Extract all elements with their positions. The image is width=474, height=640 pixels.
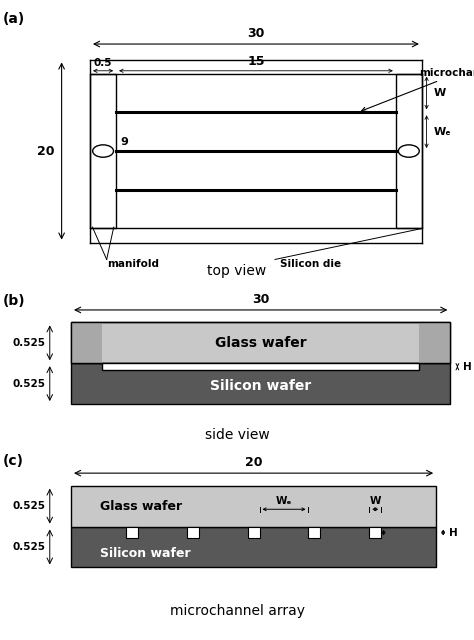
Text: side view: side view [205,428,269,442]
Text: 0.525: 0.525 [12,542,45,552]
Circle shape [398,145,419,157]
Text: W: W [370,496,381,506]
Bar [71,486,436,527]
Text: Glass wafer: Glass wafer [100,500,182,513]
Text: microchannel: microchannel [362,68,474,111]
Bar [71,323,450,364]
Bar [102,364,419,370]
Bar [71,323,102,364]
Bar [126,527,138,538]
Text: 0.525: 0.525 [12,501,45,511]
Bar [419,323,450,364]
Text: 0.525: 0.525 [12,379,45,388]
Bar [71,323,450,364]
Text: 30: 30 [247,27,264,40]
Text: Silicon wafer: Silicon wafer [100,547,190,559]
Text: Silicon die: Silicon die [280,259,341,269]
Circle shape [92,145,113,157]
Text: (b): (b) [2,294,25,308]
Bar [187,527,199,538]
Text: 20: 20 [245,456,262,469]
Text: 9: 9 [121,137,129,147]
Bar [71,527,436,568]
Text: H: H [463,362,472,372]
Bar [71,364,450,404]
Text: Wₑ: Wₑ [434,127,451,137]
Text: Silicon wafer: Silicon wafer [210,379,311,393]
Text: W: W [434,88,446,98]
Bar [369,527,381,538]
Text: Wₑ: Wₑ [276,496,292,506]
Text: (c): (c) [2,454,23,468]
Text: manifold: manifold [107,259,159,269]
Text: H: H [449,527,457,538]
Bar [396,74,422,228]
Text: 0.525: 0.525 [12,338,45,348]
Text: 0.5: 0.5 [94,58,112,68]
Bar [90,74,116,228]
Text: top view: top view [208,264,266,278]
Text: 15: 15 [247,55,264,68]
Text: Glass wafer: Glass wafer [215,336,307,350]
Text: 20: 20 [37,145,55,157]
Bar [309,527,320,538]
Bar [247,527,260,538]
Text: microchannel array: microchannel array [170,604,304,618]
Text: (a): (a) [2,12,25,26]
Text: 30: 30 [252,293,269,306]
